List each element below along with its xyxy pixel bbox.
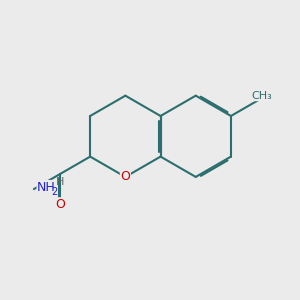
Text: CH₃: CH₃ (252, 91, 272, 101)
Text: O: O (120, 170, 130, 183)
Text: NH: NH (37, 181, 56, 194)
Text: 2: 2 (51, 187, 57, 197)
Text: H: H (56, 177, 64, 187)
Text: O: O (55, 198, 65, 211)
